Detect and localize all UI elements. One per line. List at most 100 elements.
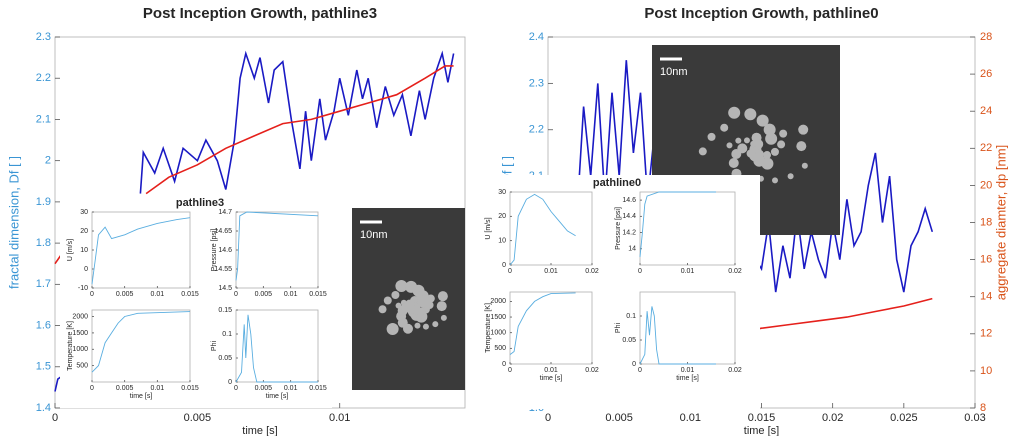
axes-background [235,309,319,383]
x-tick-label: 0.015 [748,412,776,424]
y-tick-label: 1.5 [36,361,51,373]
aggregate-particle [801,162,808,169]
y2-tick-label: 18 [980,216,992,228]
data-line [91,217,191,285]
x-tick-label: 0.02 [728,367,742,374]
aggregate-particle [386,322,399,335]
y-tick-label: 14.55 [214,266,232,273]
data-line [91,311,191,373]
y-tick-label: 20 [498,213,506,220]
aggregate-particle [437,291,448,302]
aggregate-particle [779,129,788,138]
aggregate-particle [743,137,750,144]
aggregate-particle [777,140,786,149]
x-tick-label: 0.025 [890,412,918,424]
x-tick-label: 0.01 [680,412,701,424]
y-tick-label: 0.05 [622,337,636,344]
aggregate-particle [391,291,400,300]
x-axis-label: time [s] [242,425,277,436]
y-tick-label: 30 [498,189,506,196]
aggregate-particle [728,106,741,119]
axes-background [235,211,319,289]
x-tick-label: 0 [508,268,512,275]
x-tick-label: 0 [234,385,238,392]
data-line [509,292,576,355]
y2-tick-label: 22 [980,142,992,154]
y-tick-label: 30 [80,209,88,216]
y2-axis-label: aggregate diamter, dp [nm] [993,145,1008,300]
x-tick-label: 0.02 [822,412,843,424]
y-tick-label: 20 [80,228,88,235]
data-line [639,306,716,365]
y2-tick-label: 20 [980,179,992,191]
aggregate-particle [432,321,439,328]
y-tick-label: 0 [502,262,506,269]
y-tick-label: 500 [76,362,88,369]
scale-label: 10nm [660,66,688,78]
aggregate-particle [796,141,807,152]
chart-title: Post Inception Growth, pathline0 [644,5,878,22]
aggregate-particle [752,146,759,153]
y-tick-label: 14.7 [218,209,232,216]
y-axis-label: Temperature [K] [67,321,74,371]
x-axis-label: time [s] [266,393,289,400]
y2-tick-label: 10 [980,365,992,377]
aggregate-particle [750,140,757,147]
y-tick-label: 14.4 [622,213,636,220]
y-tick-label: 0 [228,379,232,386]
data-line [639,191,716,257]
y-tick-label: 0 [502,361,506,368]
data-line [235,314,318,383]
y-tick-label: 2000 [72,313,88,320]
y-tick-label: 10 [498,238,506,245]
y-tick-label: 2.2 [36,72,51,84]
y-axis-label: Pressure [psi] [615,207,622,250]
aggregate-particle [440,314,447,321]
aggregate-particle [770,147,779,156]
x-tick-label: 0.01 [544,367,558,374]
x-tick-label: 0.015 [309,385,327,392]
y-tick-label: 2.3 [529,77,544,89]
x-tick-label: 0.005 [255,385,273,392]
data-line [235,211,319,281]
y-tick-label: 1500 [72,330,88,337]
y-tick-label: 0.05 [218,355,232,362]
data-line [509,193,576,266]
x-tick-label: 0.015 [181,385,199,392]
x-tick-label: 0.02 [585,367,599,374]
x-tick-label: 0 [90,291,94,298]
aggregate-particle [383,296,392,305]
x-axis-label: time [s] [744,425,779,436]
aggregate-particle [765,132,778,145]
x-tick-label: 0 [90,385,94,392]
x-tick-label: 0.01 [151,291,165,298]
x-tick-label: 0.005 [116,291,134,298]
aggregate-particle [698,147,707,156]
y2-tick-label: 8 [980,402,986,414]
y-tick-label: 14.6 [622,197,636,204]
y-tick-label: 10 [80,247,88,254]
y2-tick-label: 12 [980,328,992,340]
x-tick-label: 0.01 [284,385,298,392]
y-tick-label: 2.1 [36,113,51,125]
aggregate-particle [707,132,716,141]
axes-background [509,291,593,365]
x-tick-label: 0 [234,291,238,298]
y-tick-label: 2.4 [529,31,544,43]
y-tick-label: 0.1 [626,313,636,320]
y-tick-label: 500 [494,345,506,352]
y-tick-label: 1.4 [36,402,51,414]
y-tick-label: 0 [632,361,636,368]
axes-background [509,191,593,266]
x-tick-label: 0 [638,268,642,275]
y-tick-label: 2 [45,155,51,167]
aggregate-particle [436,301,447,312]
y-tick-label: 1000 [72,346,88,353]
y-tick-label: 1.6 [36,319,51,331]
y-tick-label: 14 [628,246,636,253]
y-tick-label: 2000 [490,298,506,305]
x-tick-label: 0 [508,367,512,374]
x-tick-label: 0.01 [329,412,350,424]
data-line [54,65,454,265]
y-tick-label: 0.1 [222,331,232,338]
